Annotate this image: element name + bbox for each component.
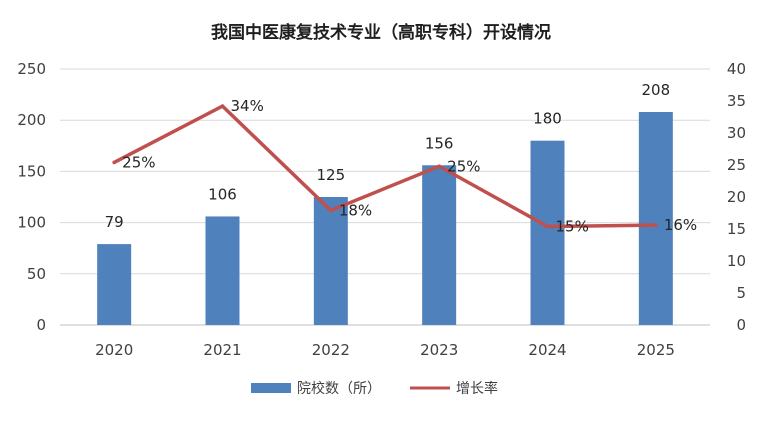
right-tick-label: 20 (727, 188, 746, 206)
line-point (545, 224, 550, 229)
line-value-label: 25% (122, 153, 155, 171)
bar (638, 112, 673, 326)
left-tick-label: 250 (17, 60, 46, 78)
left-tick-label: 150 (17, 162, 46, 180)
x-tick-label: 2023 (420, 341, 458, 359)
x-tick-label: 2025 (637, 341, 675, 359)
bar (530, 140, 565, 325)
x-tick-label: 2021 (203, 341, 241, 359)
bar (205, 216, 240, 325)
bar (422, 165, 457, 325)
left-tick-label: 0 (36, 316, 46, 334)
bar-value-label: 125 (317, 166, 346, 184)
line-value-label: 16% (664, 216, 697, 234)
legend-bar-label: 院校数（所） (297, 380, 381, 397)
right-tick-label: 10 (727, 252, 746, 270)
left-axis: 0 50 100 150 200 250 (17, 60, 46, 334)
gridlines (60, 68, 710, 326)
bar-series (97, 112, 673, 326)
right-tick-label: 30 (727, 124, 746, 142)
bar (313, 197, 348, 325)
line-point (329, 208, 333, 213)
line-point (112, 160, 116, 165)
line-point (437, 164, 441, 169)
line-data-labels: 25% 34% 18% 25% 15% 16% (122, 97, 697, 235)
right-tick-label: 15 (727, 220, 746, 238)
right-tick-label: 5 (736, 284, 746, 302)
x-tick-label: 2020 (95, 341, 133, 359)
bar (97, 244, 132, 325)
line-point (654, 223, 658, 227)
bar-value-label: 180 (533, 110, 562, 128)
bar-data-labels: 79 106 125 156 180 208 (105, 81, 671, 231)
right-axis: 0 5 10 15 20 25 30 35 40 (727, 60, 746, 334)
legend-line-label: 增长率 (456, 380, 498, 397)
legend-bar-swatch (251, 383, 291, 393)
right-tick-label: 35 (727, 92, 746, 110)
bar-value-label: 106 (208, 185, 237, 203)
x-axis: 2020 2021 2022 2023 2024 2025 (95, 341, 675, 359)
bar-value-label: 208 (642, 81, 671, 99)
growth-line (113, 103, 656, 229)
left-tick-label: 200 (17, 111, 46, 129)
left-tick-label: 100 (17, 214, 46, 232)
line-value-label: 15% (556, 217, 589, 235)
x-tick-label: 2022 (312, 341, 350, 359)
line-point (220, 104, 225, 108)
line-value-label: 25% (447, 157, 480, 175)
x-tick-label: 2024 (528, 341, 566, 359)
right-tick-label: 40 (727, 60, 746, 78)
line-value-label: 18% (339, 201, 372, 219)
legend: 院校数（所） 增长率 (251, 380, 498, 397)
bar-value-label: 156 (425, 134, 454, 152)
line-value-label: 34% (231, 97, 264, 115)
right-tick-label: 0 (736, 316, 746, 334)
chart-title: 我国中医康复技术专业（高职专科）开设情况 (211, 22, 551, 43)
bar-value-label: 79 (105, 213, 124, 231)
line-series (112, 103, 658, 229)
right-tick-label: 25 (727, 156, 746, 174)
left-tick-label: 50 (27, 265, 46, 283)
